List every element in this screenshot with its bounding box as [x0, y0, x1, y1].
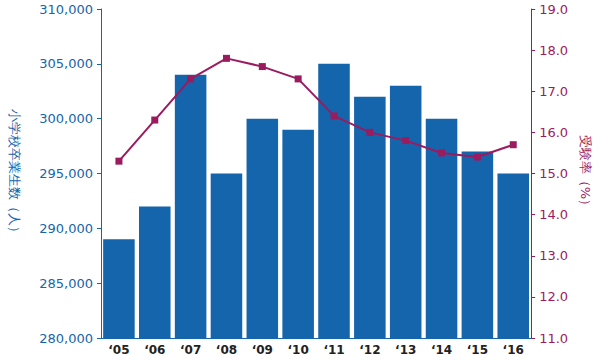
- svg-text:11.0: 11.0: [539, 331, 568, 346]
- svg-text:受験率（%）: 受験率（%）: [578, 135, 593, 212]
- svg-text:290,000: 290,000: [39, 221, 93, 236]
- svg-text:‘16: ‘16: [503, 343, 524, 357]
- svg-text:‘11: ‘11: [323, 343, 344, 357]
- svg-text:16.0: 16.0: [539, 125, 568, 140]
- svg-text:‘05: ‘05: [108, 343, 129, 357]
- svg-text:305,000: 305,000: [39, 56, 93, 71]
- svg-text:310,000: 310,000: [39, 2, 93, 17]
- svg-text:12.0: 12.0: [539, 289, 568, 304]
- svg-text:‘08: ‘08: [216, 343, 237, 357]
- svg-text:‘10: ‘10: [288, 343, 309, 357]
- svg-text:‘15: ‘15: [467, 343, 488, 357]
- svg-text:‘13: ‘13: [395, 343, 416, 357]
- svg-text:小学校卒業生数（人）: 小学校卒業生数（人）: [7, 109, 22, 239]
- svg-text:18.0: 18.0: [539, 43, 568, 58]
- svg-text:15.0: 15.0: [539, 166, 568, 181]
- svg-text:‘09: ‘09: [252, 343, 273, 357]
- svg-text:19.0: 19.0: [539, 2, 568, 17]
- svg-text:300,000: 300,000: [39, 111, 93, 126]
- svg-text:13.0: 13.0: [539, 248, 568, 263]
- svg-text:280,000: 280,000: [39, 331, 93, 346]
- svg-text:‘14: ‘14: [431, 343, 452, 357]
- svg-text:295,000: 295,000: [39, 166, 93, 181]
- svg-text:14.0: 14.0: [539, 207, 568, 222]
- svg-text:‘07: ‘07: [180, 343, 201, 357]
- svg-text:17.0: 17.0: [539, 84, 568, 99]
- svg-text:‘06: ‘06: [144, 343, 165, 357]
- svg-text:285,000: 285,000: [39, 276, 93, 291]
- svg-text:‘12: ‘12: [359, 343, 380, 357]
